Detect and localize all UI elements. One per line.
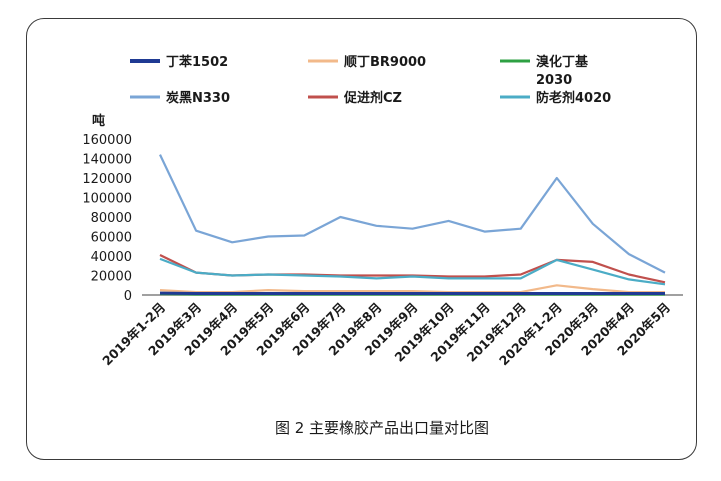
legend-label: 溴化丁基 2030 [536, 54, 589, 88]
legend: 丁苯1502 顺丁BR9000 溴化丁基 2030 炭黑N330 促进剂CZ 防老剂4020 [130, 54, 611, 106]
y-tick-label: 120000 [82, 172, 132, 187]
y-tick-label: 80000 [91, 211, 132, 226]
legend-label: 顺丁BR9000 [344, 55, 426, 70]
figure-frame [26, 18, 697, 460]
y-axis-unit-label: 吨 [92, 113, 105, 129]
figure-caption: 图 2 主要橡胶产品出口量对比图 [275, 419, 489, 437]
y-tick-label: 140000 [82, 153, 132, 168]
series-line [159, 284, 665, 294]
y-axis-ticks: 0 20000 40000 60000 80000 100000 120000 140000 1… [82, 133, 132, 304]
y-tick-label: 160000 [82, 133, 132, 148]
legend-label: 促进剂CZ [343, 90, 402, 106]
series-lines [159, 154, 666, 296]
series-line [159, 154, 666, 274]
legend-label: 防老剂4020 [536, 90, 611, 106]
y-tick-label: 0 [124, 289, 132, 304]
y-tick-label: 100000 [82, 192, 132, 207]
x-axis-ticks: 2019年1-2月2019年3月2019年4月2019年5月2019年6月201… [99, 300, 673, 369]
y-tick-label: 60000 [91, 231, 132, 246]
legend-label: 炭黑N330 [166, 90, 230, 106]
y-tick-label: 20000 [91, 270, 132, 285]
series-line [159, 257, 666, 286]
y-tick-label: 40000 [91, 250, 132, 265]
legend-label: 丁苯1502 [166, 54, 228, 70]
